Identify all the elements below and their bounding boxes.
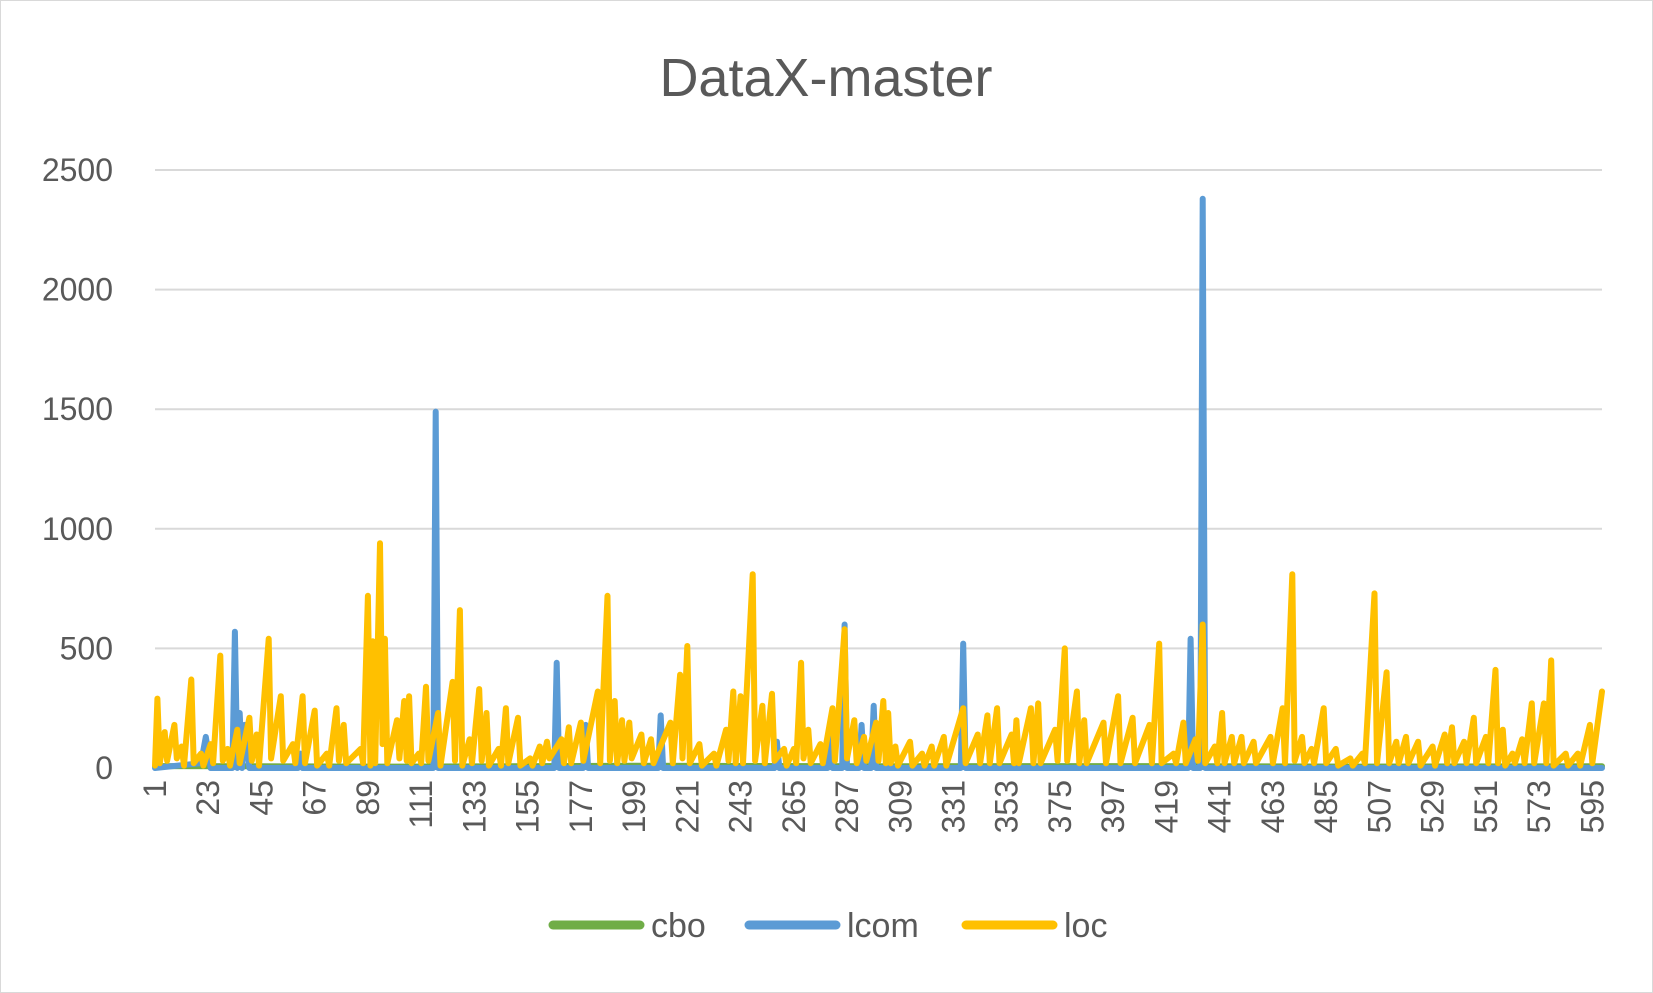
- x-tick-label: 89: [350, 780, 386, 816]
- y-tick-label: 0: [95, 750, 113, 786]
- x-tick-label: 45: [243, 780, 279, 816]
- series-line-loc: [152, 540, 1605, 769]
- x-tick-label: 221: [669, 780, 705, 833]
- x-tick-label: 67: [297, 780, 333, 816]
- x-tick-label: 397: [1095, 780, 1131, 833]
- x-tick-label: 375: [1042, 780, 1078, 833]
- x-tick-label: 23: [190, 780, 226, 816]
- x-tick-label: 309: [882, 780, 918, 833]
- y-tick-label: 2000: [42, 272, 113, 308]
- y-tick-label: 1500: [42, 391, 113, 427]
- x-tick-label: 485: [1308, 780, 1344, 833]
- x-tick-label: 507: [1361, 780, 1397, 833]
- x-tick-label: 419: [1148, 780, 1184, 833]
- x-tick-label: 177: [563, 780, 599, 833]
- legend: cbo lcom loc: [548, 907, 1107, 945]
- y-tick-label: 2500: [42, 152, 113, 188]
- plot-area: [152, 195, 1605, 771]
- x-tick-label: 199: [616, 780, 652, 833]
- x-tick-label: 111: [403, 780, 439, 829]
- x-tick-label: 595: [1574, 780, 1610, 833]
- x-tick-label: 1: [137, 780, 173, 798]
- y-axis-ticks: 0 500 1000 1500 2000 2500: [42, 152, 113, 786]
- y-tick-label: 1000: [42, 511, 113, 547]
- x-tick-label: 551: [1468, 780, 1504, 833]
- x-tick-label: 265: [776, 780, 812, 833]
- x-tick-label: 463: [1255, 780, 1291, 833]
- legend-label-lcom: lcom: [847, 907, 919, 945]
- y-tick-label: 500: [60, 630, 113, 666]
- x-tick-label: 529: [1415, 780, 1451, 833]
- chart-title: DataX-master: [659, 48, 992, 108]
- x-axis-ticks: 1 23 45 67 89 111 133 155 177 199 221 243 265 287 309 3…: [137, 780, 1610, 833]
- x-tick-label: 155: [510, 780, 546, 833]
- legend-label-cbo: cbo: [651, 907, 706, 945]
- x-tick-label: 573: [1521, 780, 1557, 833]
- x-tick-label: 287: [829, 780, 865, 833]
- x-tick-label: 441: [1202, 780, 1238, 833]
- x-tick-label: 243: [723, 780, 759, 833]
- x-tick-label: 331: [936, 780, 972, 833]
- x-tick-label: 133: [456, 780, 492, 833]
- legend-label-loc: loc: [1064, 907, 1107, 945]
- x-tick-label: 353: [989, 780, 1025, 833]
